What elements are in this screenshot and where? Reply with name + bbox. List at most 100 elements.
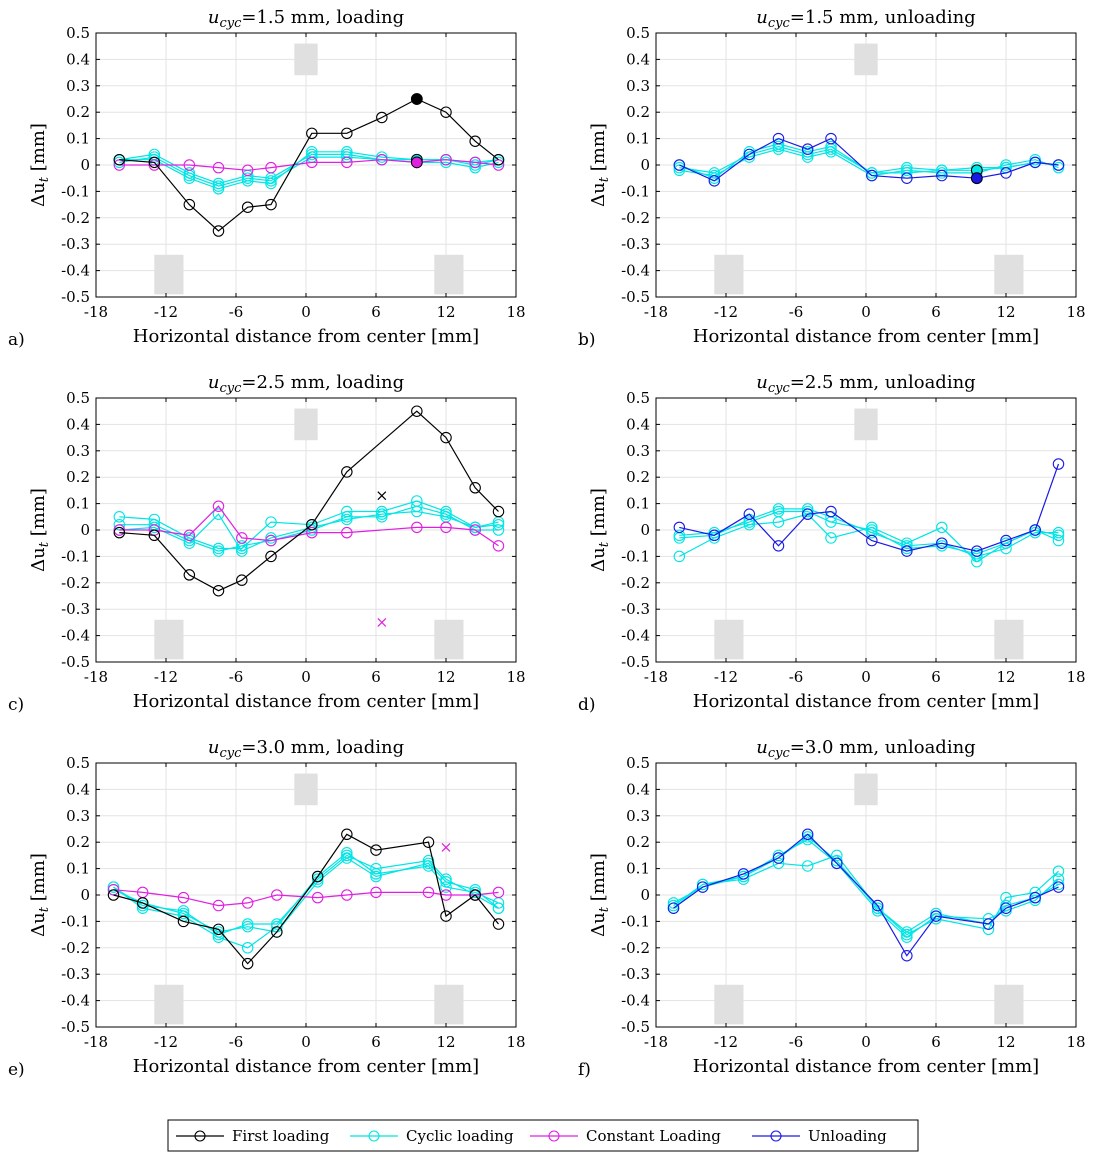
data-point-first [469, 135, 481, 147]
data-point-cyclic [772, 849, 785, 862]
y-tick-label: 0.2 [66, 468, 90, 486]
x-tick-label: -6 [229, 1033, 244, 1051]
data-point-unloading [696, 881, 709, 893]
chart-panel-2: -18 -12 -6 0 6 12 18 -0.5 -0.4 -0.3 -0.2 -0.1 0 0.1 0.… [578, 7, 1086, 350]
panel-letter: f) [578, 1060, 591, 1080]
chart-panel-4: -18 -12 -6 0 6 12 18 -0.5 -0.4 -0.3 -0.2 -0.1 0 0.1 0.… [578, 372, 1086, 715]
data-point-cyclic [236, 545, 248, 557]
data-point-first [265, 550, 277, 563]
cross-marker [441, 843, 451, 852]
y-axis-label: Δut [mm] [588, 853, 612, 937]
x-tick-label: -18 [644, 668, 668, 686]
data-point-cyclic [311, 873, 324, 885]
y-tick-label: -0.2 [61, 939, 90, 957]
x-tick-label: 0 [861, 303, 871, 321]
x-tick-label: 6 [931, 1033, 941, 1051]
y-tick-label: -0.2 [621, 209, 650, 227]
x-tick-label: -12 [714, 668, 738, 686]
data-point-cyclic [113, 156, 126, 169]
data-point-unloading [831, 857, 843, 870]
data-point-cyclic [1029, 894, 1041, 907]
y-tick-label: 0.4 [626, 780, 650, 798]
data-point-unloading [801, 828, 814, 841]
y-tick-label: -0.2 [61, 209, 90, 227]
data-point-first [183, 569, 196, 581]
data-point-first [440, 910, 452, 922]
chart-title: ucyc=3.0 mm, loading [208, 737, 404, 761]
y-tick-label: -0.5 [61, 653, 90, 671]
data-point-cyclic [1052, 529, 1065, 542]
x-tick-label: 6 [931, 303, 941, 321]
data-point-first [241, 957, 254, 970]
data-point-unloading [901, 949, 913, 962]
y-tick-label: 0.1 [66, 860, 90, 878]
data-point-cyclic [113, 511, 126, 523]
data-point-cyclic [212, 542, 225, 555]
data-point-cyclic [469, 159, 481, 171]
data-point-unloading [971, 545, 983, 557]
data-point-unloading [936, 169, 948, 182]
y-tick-label: -0.4 [61, 262, 90, 280]
legend-label: Unloading [808, 1127, 887, 1145]
y-tick-label: 0 [640, 886, 650, 904]
shaded-block [994, 984, 1024, 1025]
y-tick-label: 0.1 [626, 495, 650, 513]
y-tick-label: -0.3 [61, 235, 90, 253]
y-tick-label: -0.5 [621, 1018, 650, 1036]
y-tick-label: -0.3 [621, 965, 650, 983]
shaded-block [294, 773, 318, 806]
data-point-cyclic [901, 928, 913, 941]
data-point-first [113, 526, 126, 539]
data-point-unloading [1000, 902, 1012, 914]
series-line-constant [113, 889, 499, 907]
y-tick-label: 0.4 [66, 780, 90, 798]
data-point-first [492, 153, 505, 166]
data-point-cyclic [241, 920, 254, 933]
legend-label: Cyclic loading [406, 1127, 514, 1145]
legend-item-constant: Constant Loading [530, 1127, 721, 1145]
data-point-first [341, 466, 353, 478]
x-tick-label: -18 [84, 668, 108, 686]
data-point-first [311, 870, 324, 883]
y-tick-label: 0.5 [66, 754, 90, 772]
x-tick-label: 6 [371, 1033, 381, 1051]
data-point-constant [236, 532, 248, 544]
legend-marker [368, 1130, 380, 1142]
data-point-unloading [1029, 156, 1041, 169]
data-point-cyclic [801, 505, 814, 518]
x-tick-label: -12 [154, 1033, 178, 1051]
y-tick-label: 0 [640, 521, 650, 539]
data-point-cyclic [772, 140, 785, 153]
data-point-unloading [901, 172, 913, 184]
data-point-cyclic [492, 902, 505, 914]
data-point-cyclic [341, 849, 353, 862]
y-tick-label: 0.2 [66, 833, 90, 851]
data-point-unloading [737, 868, 750, 880]
x-tick-label: -12 [714, 303, 738, 321]
data-point-constant [177, 891, 190, 904]
data-point-first [271, 926, 283, 938]
data-point-cyclic [265, 175, 277, 187]
data-point-constant [183, 159, 196, 171]
shaded-block [434, 619, 464, 660]
data-point-cyclic [376, 508, 388, 520]
shaded-block [994, 619, 1024, 660]
data-point-cyclic [673, 550, 686, 563]
y-tick-label: -0.3 [61, 965, 90, 983]
chart-title: ucyc=2.5 mm, unloading [756, 372, 975, 396]
data-point-cyclic [1052, 526, 1065, 539]
data-point-first [265, 198, 277, 211]
data-point-constant [241, 897, 254, 909]
data-point-constant [107, 883, 120, 896]
y-tick-label: 0.4 [626, 50, 650, 68]
data-point-cyclic [936, 521, 948, 534]
data-point-cyclic [341, 511, 353, 523]
data-point-first [148, 529, 161, 542]
x-tick-label: 12 [436, 668, 455, 686]
y-tick-label: 0.2 [626, 103, 650, 121]
data-point-unloading [866, 169, 878, 182]
y-axis-label: Δut [mm] [588, 488, 612, 572]
x-tick-label: -12 [154, 303, 178, 321]
data-point-cyclic [469, 521, 481, 534]
data-point-first [212, 923, 225, 936]
